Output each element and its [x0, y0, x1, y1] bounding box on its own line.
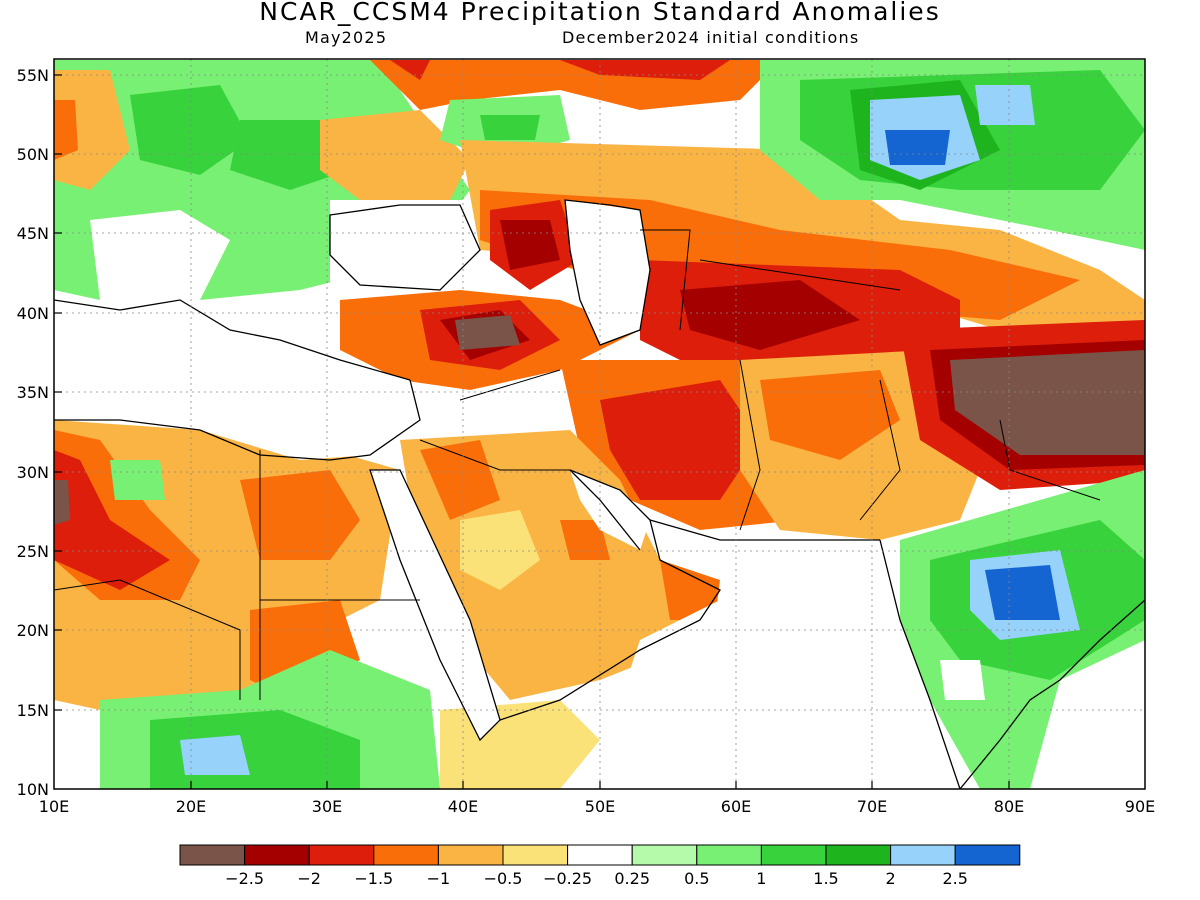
- colorbar-label: 0.5: [684, 869, 709, 888]
- siberia-extreme-wet: [885, 130, 950, 165]
- lon-label-20e: 20E: [176, 797, 206, 816]
- mediterranean-sea: [54, 300, 420, 460]
- colorbar-swatch: [373, 844, 439, 866]
- europe-wet-core: [130, 85, 250, 175]
- med-coast-south: [54, 379, 421, 461]
- lon-label-70e: 70E: [857, 797, 887, 816]
- coastlines: [54, 199, 1145, 789]
- caspian-coast: [564, 199, 651, 346]
- oman-dry: [660, 560, 720, 620]
- sea-areas: [54, 200, 1145, 789]
- anomaly-field: [54, 59, 1145, 789]
- arabia-light: [460, 510, 540, 590]
- libya-exceptional: [54, 480, 70, 525]
- colorbar-label: −1.5: [354, 869, 393, 888]
- afghanistan-core: [760, 370, 900, 460]
- grid-lines: [54, 59, 1145, 789]
- iran-dry-core: [600, 380, 760, 500]
- lat-label-10n: 10N: [17, 780, 49, 799]
- colorbar-label: −2: [297, 869, 321, 888]
- initial-conditions-label: December2024 initial conditions: [562, 28, 860, 47]
- colorbar-label: −2.5: [225, 869, 264, 888]
- arabia-core: [420, 440, 610, 560]
- lon-label-30e: 30E: [312, 797, 342, 816]
- colorbar-label: 2: [886, 869, 896, 888]
- colorbar-label: 1: [756, 869, 766, 888]
- colorbar-swatch: [696, 844, 762, 866]
- france-dry-core: [54, 100, 78, 160]
- valid-month-label: May2025: [305, 28, 388, 47]
- colorbar-swatch: [631, 844, 698, 866]
- colorbar-swatch: [437, 844, 504, 866]
- sahel-very-wet: [180, 735, 250, 775]
- caspian-sea: [565, 200, 650, 345]
- lat-labels: 55N 50N 45N 40N 35N 30N 25N 20N 15N 10N: [17, 66, 49, 799]
- colorbar-label: 2.5: [942, 869, 967, 888]
- lon-label-80e: 80E: [994, 797, 1024, 816]
- arabia-coast: [499, 469, 721, 721]
- lon-label-10e: 10E: [39, 797, 69, 816]
- persian-gulf-coast: [569, 469, 641, 551]
- lat-label-35n: 35N: [17, 383, 49, 402]
- colorbar-swatch: [179, 844, 246, 866]
- lat-label-45n: 45N: [17, 224, 49, 243]
- libya-extreme: [54, 450, 170, 590]
- lat-label-15n: 15N: [17, 701, 49, 720]
- colorbar-label: −1: [427, 869, 451, 888]
- lat-label-55n: 55N: [17, 66, 49, 85]
- tick-marks: [54, 74, 1010, 789]
- chad-wet: [110, 460, 165, 500]
- colorbar-swatch: [954, 844, 1021, 866]
- balkans-white: [90, 210, 230, 300]
- colorbar-swatch: [825, 844, 892, 866]
- lat-label-20n: 20N: [17, 621, 49, 640]
- lat-label-30n: 30N: [17, 463, 49, 482]
- turkmenistan-extreme: [680, 280, 860, 350]
- lon-label-60e: 60E: [721, 797, 751, 816]
- colorbar-swatch: [244, 844, 310, 866]
- caucasus-extreme: [500, 220, 560, 270]
- map-title: NCAR_CCSM4 Precipitation Standard Anomal…: [259, 0, 941, 26]
- lat-label-50n: 50N: [17, 145, 49, 164]
- red-sea: [370, 470, 500, 740]
- ukraine-dry: [320, 110, 470, 200]
- colorbar-swatch: [567, 844, 633, 866]
- iran-coast: [649, 519, 880, 541]
- colorbar-label: −0.5: [484, 869, 523, 888]
- bay-of-bengal: [1030, 640, 1145, 789]
- red-sea-coast: [369, 469, 501, 742]
- black-sea-coast: [329, 204, 481, 291]
- egypt-dry-core: [240, 470, 360, 560]
- lat-label-25n: 25N: [17, 542, 49, 561]
- india-extreme-wet: [985, 565, 1060, 620]
- india-coast: [879, 539, 1145, 789]
- colorbar: −2.5 −2 −1.5 −1 −0.5 −0.25 0.25 0.5 1 1.5 2 2.5: [179, 844, 1021, 888]
- colorbar-label: 0.25: [614, 869, 650, 888]
- tibet-exceptional: [950, 350, 1145, 455]
- lon-labels: 10E 20E 30E 40E 50E 60E 70E 80E 90E: [39, 797, 1155, 816]
- lat-label-40n: 40N: [17, 304, 49, 323]
- arabian-sea: [620, 540, 940, 789]
- colorbar-swatch: [308, 844, 375, 866]
- colorbar-label: −0.25: [543, 869, 592, 888]
- colorbar-swatch: [760, 844, 827, 866]
- colorbar-swatch: [890, 844, 956, 866]
- colorbar-label: 1.5: [813, 869, 838, 888]
- black-sea: [330, 205, 480, 290]
- lon-label-90e: 90E: [1125, 797, 1155, 816]
- med-coast-north: [54, 299, 411, 381]
- india-white: [940, 660, 985, 700]
- turkey-dry-exceptional: [455, 315, 520, 350]
- russia-wet-core: [480, 115, 540, 140]
- lon-label-40e: 40E: [448, 797, 478, 816]
- russia-dry-core: [390, 60, 730, 80]
- lon-label-50e: 50E: [585, 797, 615, 816]
- colorbar-swatch: [502, 844, 569, 866]
- siberia-very-wet-2: [975, 85, 1035, 125]
